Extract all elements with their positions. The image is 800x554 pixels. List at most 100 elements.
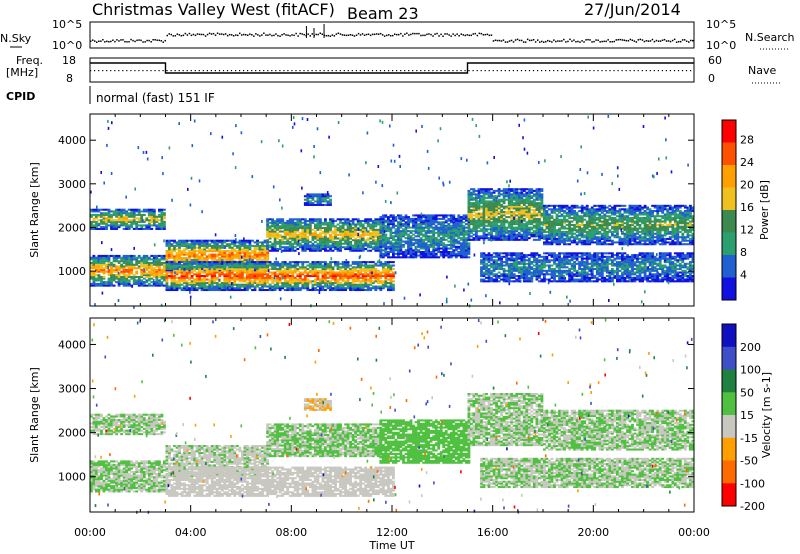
range-cell (125, 210, 128, 212)
range-cell (362, 277, 365, 279)
range-cell (118, 276, 121, 278)
range-cell (100, 276, 103, 278)
range-cell (223, 250, 226, 252)
range-cell (213, 273, 216, 275)
range-cell (480, 213, 483, 215)
range-cell (324, 270, 327, 272)
range-cell (138, 228, 141, 230)
range-cell (332, 222, 335, 224)
range-cell (352, 222, 355, 224)
range-cell (309, 263, 312, 265)
nsky-point (636, 41, 638, 43)
range-cell (193, 259, 196, 261)
range-cell (342, 284, 345, 286)
range-cell (390, 280, 393, 282)
range-cell (503, 207, 506, 209)
range-cell (108, 257, 111, 259)
range-cell (208, 254, 211, 256)
range-cell (415, 218, 418, 220)
range-cell (359, 286, 362, 288)
range-cell (367, 280, 370, 282)
range-cell (347, 286, 350, 288)
range-cell (213, 270, 216, 272)
range-cell (412, 227, 415, 229)
range-cell (382, 246, 385, 248)
range-cell (432, 256, 435, 258)
range-cell (485, 204, 488, 206)
nave-tick-top: 60 (708, 54, 722, 67)
nsky-point (505, 41, 507, 43)
range-cell (374, 289, 377, 291)
range-cell (442, 221, 445, 223)
nsky-point (159, 40, 161, 42)
range-cell (347, 238, 350, 240)
range-cell (95, 214, 98, 216)
range-cell (140, 257, 143, 259)
range-cell (379, 272, 382, 274)
nsky-point (612, 41, 614, 43)
range-cell (244, 255, 247, 257)
nave-point (618, 70, 619, 71)
range-cell (327, 238, 330, 240)
range-cell (103, 260, 106, 262)
range-cell (286, 286, 289, 288)
nsky-point (334, 35, 336, 37)
nsky-point (301, 33, 303, 35)
range-cell (352, 218, 355, 220)
range-cell (296, 225, 299, 227)
range-cell (352, 248, 355, 250)
nsky-point (394, 34, 396, 36)
range-cell (420, 223, 423, 225)
range-cell (178, 243, 181, 245)
range-cell (279, 289, 282, 291)
range-cell (276, 222, 279, 224)
range-cell (450, 242, 453, 244)
range-cell (354, 232, 357, 234)
range-cell (322, 232, 325, 234)
range-cell (505, 220, 508, 222)
range-cell (405, 218, 408, 220)
nsky-point (203, 34, 205, 36)
range-cell (344, 266, 347, 268)
nave-point (521, 70, 522, 71)
range-cell (130, 223, 133, 225)
range-cell (485, 192, 488, 194)
range-cell (138, 217, 141, 219)
range-cell (387, 251, 390, 253)
range-cell (488, 237, 491, 239)
range-cell (216, 289, 219, 291)
range-cell (261, 243, 264, 245)
range-cell (133, 228, 136, 230)
range-cell (226, 254, 229, 256)
range-cell (150, 216, 153, 218)
range-cell (488, 204, 491, 206)
range-cell (437, 256, 440, 258)
range-cell (294, 222, 297, 224)
nsky-point (384, 35, 386, 37)
range-cell (369, 265, 372, 267)
range-cell (367, 261, 370, 263)
range-cell (485, 230, 488, 232)
range-cell (322, 238, 325, 240)
range-cell (276, 238, 279, 240)
range-cell (228, 240, 231, 242)
range-cell (362, 248, 365, 250)
range-cell (274, 229, 277, 231)
range-cell (397, 221, 400, 223)
range-cell (430, 237, 433, 239)
range-cell (176, 255, 179, 257)
range-cell (470, 195, 473, 197)
range-cell (455, 246, 458, 248)
range-cell (364, 273, 367, 275)
range-cell (304, 232, 307, 234)
range-cell (457, 230, 460, 232)
range-cell (291, 265, 294, 267)
range-cell (161, 262, 164, 264)
range-cell (304, 261, 307, 263)
range-cell (274, 289, 277, 291)
range-cell (181, 270, 184, 272)
range-cell (113, 223, 116, 225)
range-cell (221, 240, 224, 242)
range-cell (105, 255, 108, 257)
range-cell (463, 249, 466, 251)
